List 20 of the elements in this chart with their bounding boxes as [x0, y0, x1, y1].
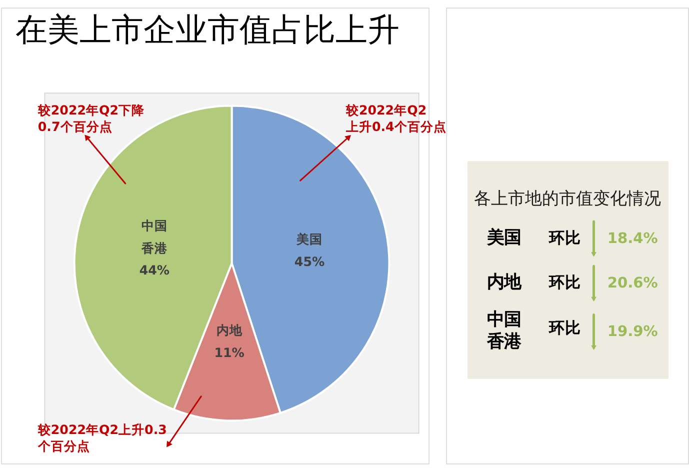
data-label: 11%	[214, 344, 245, 360]
text: 18.4%	[607, 230, 658, 247]
category-label: 中国香港	[486, 310, 522, 352]
text: 环比	[548, 319, 582, 338]
text: 各上市地的市值变化情况	[474, 188, 662, 209]
data-label: 44%	[139, 262, 170, 278]
data-label: 45%	[294, 254, 325, 269]
text: 19.9%	[607, 323, 658, 340]
text: 20.6%	[607, 274, 658, 292]
slice-label: 美国	[296, 232, 323, 247]
chart-title: 在美上市企业市值占比上升	[16, 10, 400, 49]
text: 较2022年Q2上升0.3个百分点	[36, 422, 167, 454]
text: 较2022年Q2上升0.4个百分点	[344, 102, 446, 134]
text: 环比	[548, 273, 582, 292]
slice-label: 美国	[486, 226, 521, 248]
text: 环比	[548, 228, 582, 247]
slice-label: 中国香港	[140, 218, 168, 256]
slice-label: 内地	[216, 322, 244, 338]
category-label: 内地	[486, 272, 522, 292]
text: 较2022年Q2下降0.7个百分点	[36, 102, 146, 134]
